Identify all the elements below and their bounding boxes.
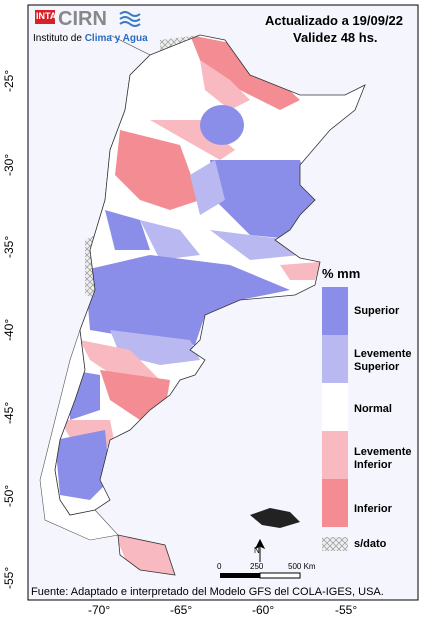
lon-label: -60° — [252, 603, 275, 617]
lon-label: -65° — [170, 603, 193, 617]
legend-swatch — [322, 383, 348, 431]
legend-label: Superior — [354, 305, 400, 317]
north-arrow — [254, 538, 266, 562]
legend-swatch — [322, 537, 348, 551]
lat-label: -25° — [2, 69, 16, 92]
legend-swatch — [322, 335, 348, 383]
logo-badge-text: INTA — [36, 11, 57, 21]
malvinas — [250, 508, 300, 528]
legend-swatch — [322, 431, 348, 479]
scale-bar — [259, 572, 301, 579]
legend-swatch — [322, 287, 348, 335]
legend-label: Levemente Inferior — [354, 446, 412, 471]
legend-label: Inferior — [354, 503, 392, 515]
logo-name: CIRN — [58, 8, 107, 30]
logo-subtitle: Instituto de Clima y Agua — [33, 33, 148, 44]
lat-label: -45° — [2, 401, 16, 424]
lat-label: -30° — [2, 153, 16, 176]
lon-label: -55° — [335, 603, 358, 617]
scale-label: 500 Km — [288, 562, 316, 571]
updated: Actualizado a 19/09/22 — [265, 13, 404, 28]
logo-subtitle-prefix: Instituto de — [33, 33, 82, 44]
logo-badge — [35, 10, 55, 24]
lat-label: -50° — [2, 484, 16, 507]
lon-label: -70° — [88, 603, 111, 617]
scale-label: 0 — [217, 562, 222, 571]
legend-title: % mm — [322, 266, 361, 281]
lat-label: -55° — [2, 566, 16, 589]
validity: Validez 48 hs. — [293, 30, 378, 45]
logo-subtitle-highlight: Clima y Agua — [84, 33, 148, 44]
lat-label: -35° — [2, 235, 16, 258]
footer: Fuente: Adaptado e interpretado del Mode… — [31, 586, 384, 598]
legend-label: Levemente Superior — [354, 348, 412, 373]
logo-waves — [119, 11, 141, 27]
north-label: N — [254, 546, 260, 555]
lat-label: -40° — [2, 318, 16, 341]
legend-swatch — [322, 479, 348, 527]
legend-label: s/dato — [354, 538, 387, 550]
scale-bar — [220, 573, 260, 578]
scale-label: 250 — [250, 562, 264, 571]
legend-label: Normal — [354, 403, 392, 415]
